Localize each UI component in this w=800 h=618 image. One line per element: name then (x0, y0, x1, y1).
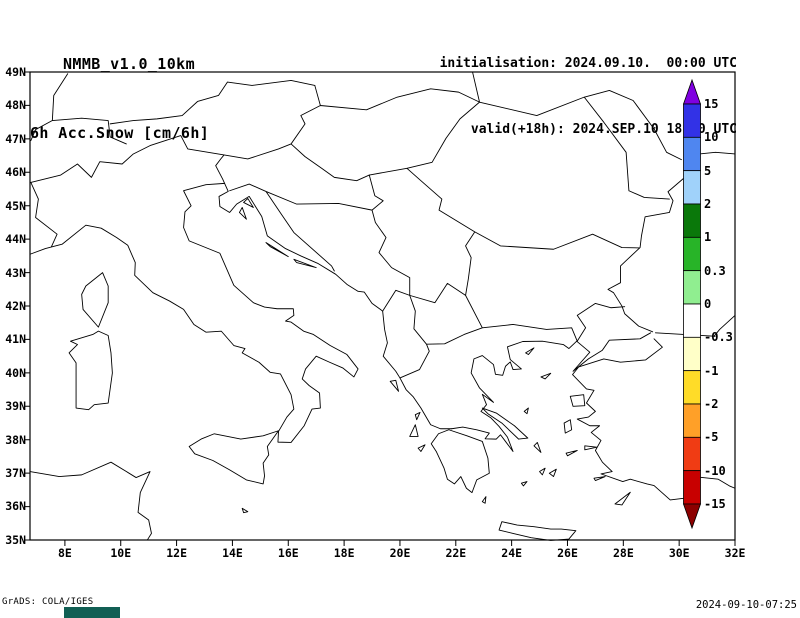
colorbar-segment (683, 470, 701, 505)
lon-label: 14E (222, 546, 243, 560)
grads-logo-box (64, 607, 120, 618)
lat-label: 47N (5, 131, 26, 146)
longitude-ticks (64, 540, 736, 546)
borders-west-alps (31, 74, 315, 247)
longitude-axis: 8E 10E 12E 14E 16E 18E 20E 22E 24E 26E 2… (37, 546, 763, 560)
lon-label: 12E (166, 546, 187, 560)
colorbar-segment (683, 170, 701, 205)
lon-label: 10E (110, 546, 132, 560)
coastline-north-africa (30, 462, 151, 540)
lon-label: 20E (389, 546, 411, 560)
lat-label: 49N (5, 65, 26, 79)
colorbar-label: -0.3 (704, 330, 733, 345)
title-block-left: NMMB_v1.0_10km 6h Acc.Snow [cm/6h] (30, 7, 209, 191)
colorbar-segment (683, 203, 701, 238)
init-time-label: initialisation: 2024.09.10. 00:00 UTC (439, 56, 737, 71)
coastline-adriatic (219, 183, 452, 428)
islands-small (239, 198, 630, 512)
colorbar-label: 5 (704, 163, 712, 178)
grads-credit: GrADS: COLA/IGES (2, 597, 94, 607)
colorbar-segment (683, 236, 701, 272)
latitude-axis: 49N 48N 47N 46N 45N 44N 43N 42N 41N 40N … (0, 64, 26, 548)
lat-label: 44N (5, 232, 26, 247)
lat-label: 41N (5, 332, 26, 347)
coastline-peloponnese (431, 430, 489, 493)
borders-balkans (230, 168, 640, 311)
islands-large (69, 273, 576, 541)
colorbar-label: 1 (704, 230, 712, 245)
lon-label: 22E (445, 546, 467, 560)
colorbar-label: -5 (704, 430, 719, 445)
colorbar-label: 2 (704, 196, 712, 211)
model-title: NMMB_v1.0_10km (63, 55, 196, 73)
borders-south-balkans (400, 295, 625, 378)
colorbar-label: -1 (704, 363, 719, 378)
lat-label: 45N (5, 198, 26, 213)
colorbar-label: 10 (704, 130, 719, 145)
lon-label: 26E (557, 546, 578, 560)
colorbar-segment (683, 336, 701, 372)
lat-label: 43N (5, 265, 26, 280)
colorbar-label: -15 (704, 496, 726, 511)
grads-logo (64, 607, 120, 618)
lon-label: 18E (333, 546, 355, 560)
lat-label: 42N (5, 298, 26, 313)
colorbar-label: -2 (704, 396, 719, 411)
colorbar-segment (683, 436, 701, 472)
lon-label: 24E (501, 546, 523, 560)
lat-label: 39N (5, 399, 26, 414)
coastline-greece (452, 341, 577, 451)
borders-central-europe (224, 72, 681, 199)
map-canvas (22, 64, 743, 548)
map-frame (29, 71, 736, 541)
creation-timestamp: 2024-09-10-07:25 (695, 599, 797, 611)
coastline-marmara (573, 333, 651, 371)
colorbar-segment (683, 303, 701, 338)
colorbar-label: 0.3 (704, 263, 726, 278)
lat-label: 38N (5, 432, 26, 447)
lat-label: 35N (5, 532, 26, 547)
colorbar-label: 15 (704, 97, 719, 111)
colorbar-segment (683, 136, 701, 172)
lat-label: 37N (5, 466, 26, 481)
map-geometry (30, 72, 735, 540)
lat-label: 48N (5, 98, 26, 113)
colorbar-segment (683, 370, 701, 405)
colorbar-segment (683, 270, 701, 305)
lat-label: 40N (5, 365, 26, 380)
colorbar-segment (683, 403, 701, 438)
lat-label: 36N (5, 499, 26, 514)
lon-label: 30E (668, 546, 690, 560)
colorbar-segment (683, 103, 701, 138)
colorbar-scale: 15 10 5 2 1 0.3 0 -0.3 -1 -2 -5 -10 -15 (704, 96, 733, 512)
lon-label: 32E (724, 546, 746, 560)
colorbar (682, 78, 702, 530)
colorbar-label: -10 (704, 463, 726, 478)
field-title: 6h Acc.Snow [cm/6h] (30, 124, 210, 142)
lon-label: 8E (57, 546, 72, 560)
colorbar-arrow-top (682, 78, 702, 105)
coastline-italy (30, 183, 358, 442)
lon-label: 28E (612, 546, 634, 560)
colorbar-arrow-bottom (682, 503, 702, 530)
latitude-ticks (24, 71, 30, 541)
colorbar-label: 0 (704, 296, 712, 311)
lon-label: 16E (277, 546, 299, 560)
lat-label: 46N (5, 165, 26, 180)
